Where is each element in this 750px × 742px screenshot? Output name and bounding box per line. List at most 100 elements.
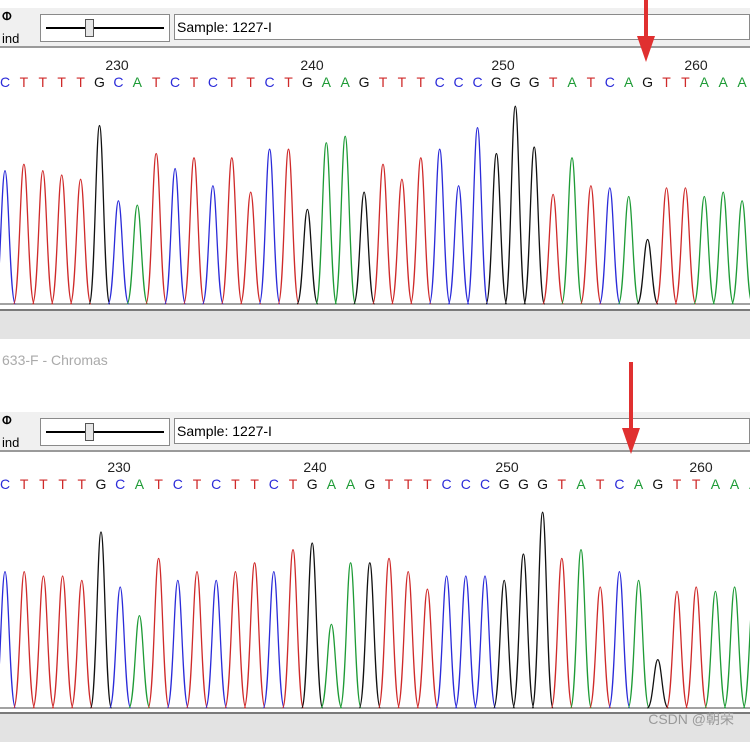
- trace-peak: [281, 548, 305, 709]
- base-call: T: [586, 74, 596, 90]
- base-call: T: [403, 476, 413, 492]
- bottom-trace: [0, 511, 750, 709]
- top-marker-arrow: [637, 0, 655, 62]
- base-call: G: [509, 74, 521, 90]
- ruler-label: 250: [495, 459, 519, 475]
- trace-peak: [390, 178, 413, 305]
- watermark: CSDN @朝荣: [648, 711, 734, 727]
- slider-thumb[interactable]: [85, 423, 94, 441]
- trace-peak: [243, 562, 266, 709]
- base-call: C: [479, 476, 491, 492]
- top-scrollbar[interactable]: [0, 309, 750, 339]
- base-call: T: [384, 476, 394, 492]
- trace-peak: [70, 579, 93, 709]
- base-call: G: [528, 74, 540, 90]
- trace-peak: [416, 588, 439, 709]
- base-call: A: [567, 74, 577, 90]
- trace-peak: [523, 146, 546, 305]
- base-call: C: [172, 476, 183, 492]
- trace-peak: [731, 200, 750, 305]
- zoom-slider[interactable]: [40, 14, 170, 42]
- trace-peak: [704, 590, 727, 709]
- bottom-scrollbar[interactable]: [0, 712, 750, 742]
- base-call: G: [537, 476, 549, 492]
- base-call: A: [710, 476, 721, 492]
- base-call: T: [548, 74, 558, 90]
- slider-thumb[interactable]: [85, 19, 94, 37]
- trace-peak: [166, 579, 189, 709]
- trace-peak: [239, 191, 262, 305]
- base-call: T: [246, 74, 255, 90]
- base-call: A: [132, 74, 142, 90]
- sample-field: Sample: 1227-I: [174, 418, 750, 444]
- base-call: G: [498, 476, 510, 492]
- trace-peak: [32, 575, 55, 709]
- base-call: A: [134, 476, 145, 492]
- trace-peak: [164, 167, 187, 305]
- trace-peak: [627, 579, 650, 709]
- trace-peak: [13, 570, 36, 709]
- base-call: C: [604, 74, 615, 90]
- trace-peak: [182, 157, 206, 305]
- zoom-slider[interactable]: [40, 418, 170, 446]
- base-call: A: [345, 476, 356, 492]
- base-call: T: [77, 476, 87, 492]
- base-call: T: [231, 476, 240, 492]
- find-label[interactable]: ind: [2, 31, 20, 46]
- trace-peak: [262, 570, 285, 709]
- ruler-label: 260: [684, 57, 708, 73]
- base-call: C: [453, 74, 464, 90]
- trace-peak: [145, 152, 168, 305]
- base-call: T: [76, 74, 85, 90]
- base-call: C: [441, 476, 452, 492]
- top-trace: [0, 105, 750, 305]
- trace-peak: [685, 586, 708, 709]
- base-call: C: [264, 74, 275, 90]
- base-call: T: [189, 74, 199, 90]
- trace-peak: [371, 163, 395, 305]
- bottom-marker-arrow: [622, 362, 640, 454]
- base-call: G: [652, 476, 664, 492]
- base-call: A: [576, 476, 586, 492]
- sample-field: Sample: 1227-I: [174, 14, 750, 40]
- base-call: G: [95, 476, 107, 492]
- base-call: G: [642, 74, 654, 90]
- trace-peak: [89, 531, 113, 709]
- binoculars-icon[interactable]: ⵀ: [2, 415, 12, 427]
- base-call: T: [151, 74, 161, 90]
- base-call: T: [39, 476, 48, 492]
- trace-peak: [377, 557, 401, 709]
- binoculars-icon[interactable]: ⵀ: [2, 11, 12, 23]
- find-label[interactable]: ind: [2, 435, 20, 450]
- base-call: A: [737, 74, 747, 90]
- base-call: C: [614, 476, 625, 492]
- trace-peak: [0, 570, 17, 709]
- base-call: T: [57, 74, 66, 90]
- arrow-shaft: [629, 362, 633, 432]
- ruler-label: 230: [105, 57, 129, 73]
- trace-peak: [107, 200, 130, 305]
- trace-peak: [201, 185, 224, 305]
- trace-peak: [12, 163, 35, 305]
- trace-peak: [31, 170, 54, 305]
- base-call: C: [0, 74, 11, 90]
- trace-peak: [409, 157, 432, 305]
- base-call: C: [434, 74, 445, 90]
- base-call: T: [397, 74, 407, 90]
- base-call: A: [326, 476, 337, 492]
- bottom-ruler: 230 240 250 260: [0, 458, 750, 478]
- trace-peak: [88, 124, 111, 305]
- base-call: C: [0, 476, 11, 492]
- arrow-head: [637, 36, 655, 62]
- slider-track: [46, 27, 164, 29]
- trace-peak: [512, 553, 535, 709]
- base-call: T: [284, 74, 293, 90]
- trace-peak: [334, 135, 357, 305]
- base-call: C: [113, 74, 124, 90]
- trace-peak: [646, 658, 669, 709]
- base-call: T: [662, 74, 671, 90]
- ruler-label: 240: [303, 459, 327, 475]
- trace-peak: [126, 204, 149, 305]
- trace-peak: [296, 208, 319, 305]
